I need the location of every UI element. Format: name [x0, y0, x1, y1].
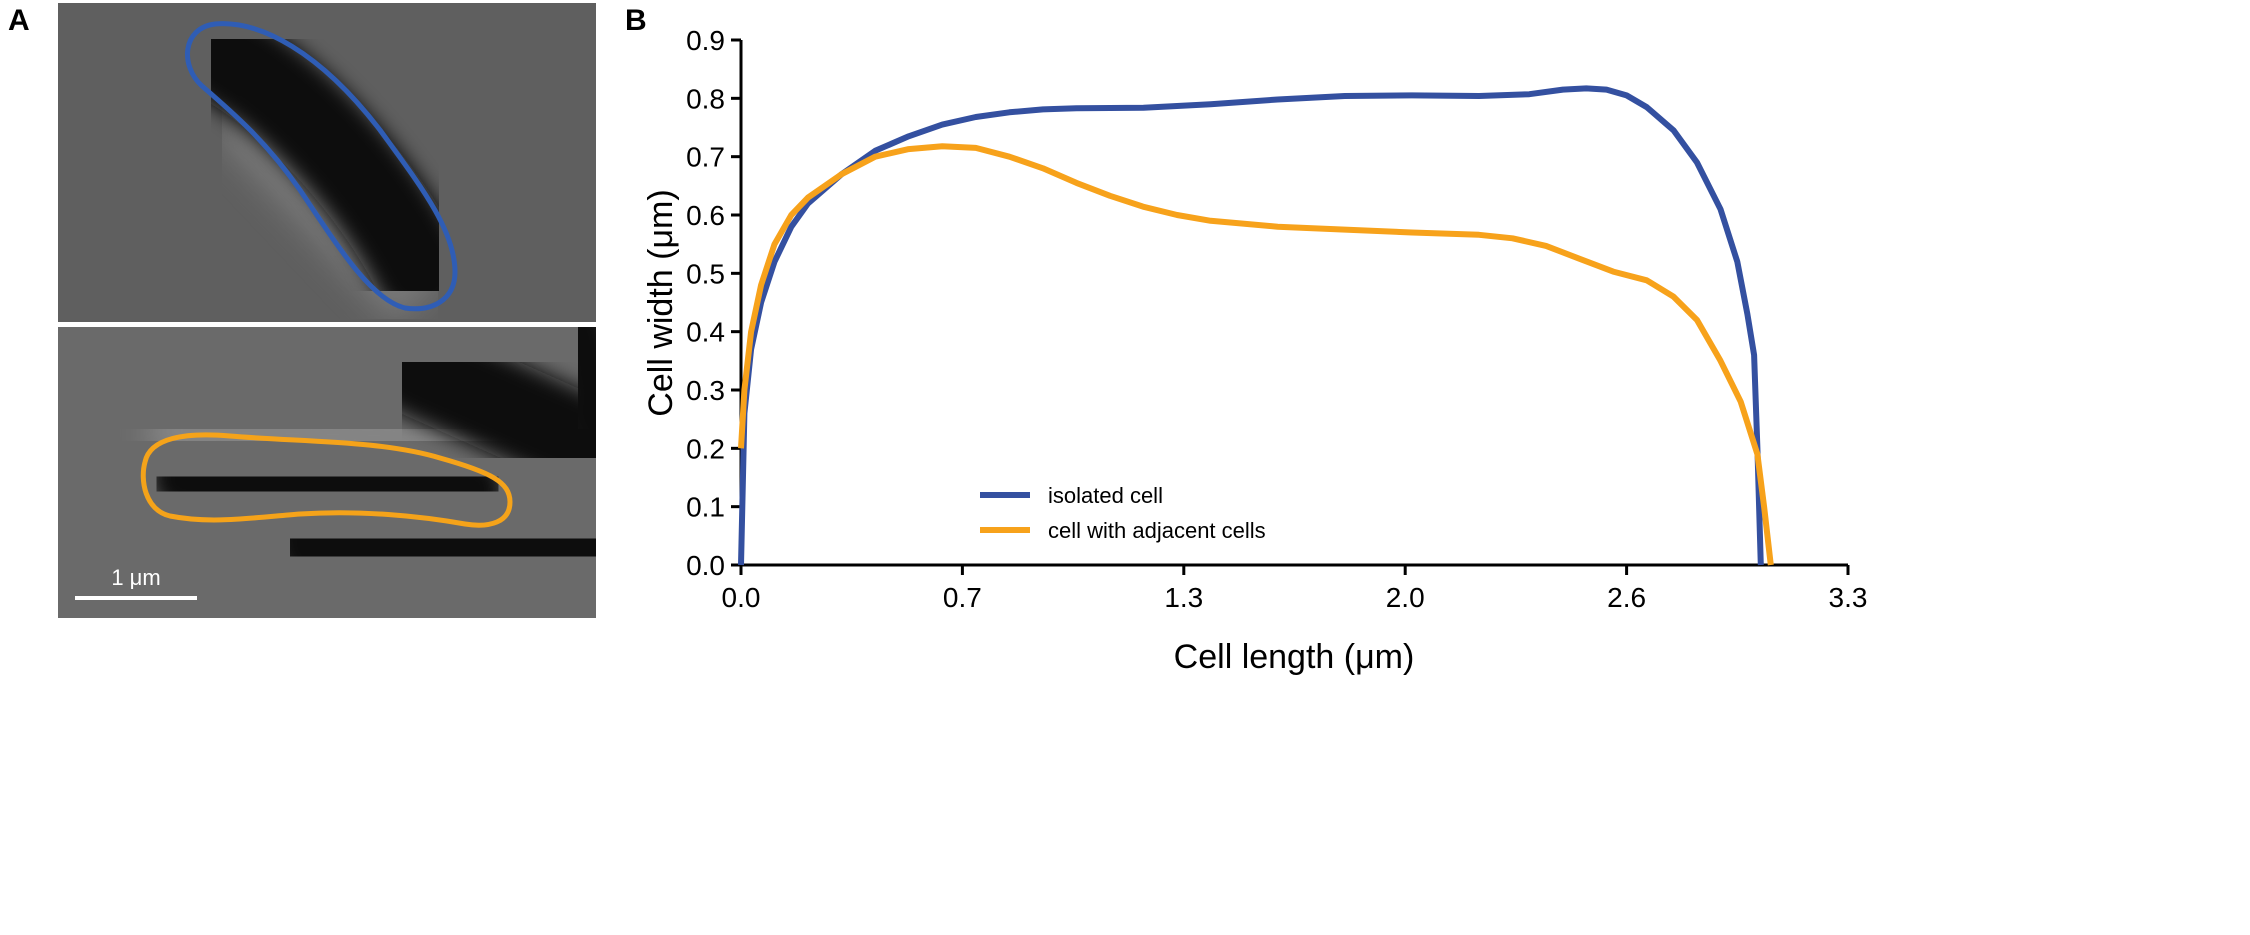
- y-tick-label: 0.0: [686, 550, 725, 581]
- scale-bar: [75, 596, 197, 600]
- x-tick-label: 0.7: [943, 582, 982, 613]
- x-tick-label: 1.3: [1164, 582, 1203, 613]
- legend-label: cell with adjacent cells: [1048, 518, 1266, 543]
- y-tick-label: 0.2: [686, 433, 725, 464]
- micrograph-adjacent-cells: [58, 327, 596, 618]
- series-line-adjacent-cells: [738, 143, 1774, 566]
- x-tick-label: 2.6: [1607, 582, 1646, 613]
- legend-label: isolated cell: [1048, 483, 1163, 508]
- y-tick-label: 0.8: [686, 83, 725, 114]
- isolated-cell-outline: [185, 21, 458, 312]
- panel-label-b: B: [625, 4, 647, 37]
- scale-bar-label: 1 μm: [111, 565, 160, 590]
- adjacent-cell-outline: [140, 432, 513, 528]
- panel-label-a: A: [8, 4, 30, 37]
- y-axis-label: Cell width (μm): [642, 189, 680, 416]
- y-tick-label: 0.3: [686, 375, 725, 406]
- series-line-isolated-cell: [738, 85, 1764, 566]
- y-tick-label: 0.5: [686, 258, 725, 289]
- micrograph-panel: 1 μm: [58, 3, 596, 618]
- y-tick-label: 0.4: [686, 317, 725, 348]
- x-tick-label: 2.0: [1386, 582, 1425, 613]
- y-tick-label: 0.1: [686, 492, 725, 523]
- y-tick-label: 0.7: [686, 142, 725, 173]
- x-tick-label: 3.3: [1829, 582, 1868, 613]
- x-axis-label: Cell length (μm): [1174, 638, 1415, 676]
- y-tick-label: 0.9: [686, 25, 725, 56]
- x-tick-label: 0.0: [722, 582, 761, 613]
- y-tick-label: 0.6: [686, 200, 725, 231]
- micrograph-isolated-cell: [58, 3, 596, 322]
